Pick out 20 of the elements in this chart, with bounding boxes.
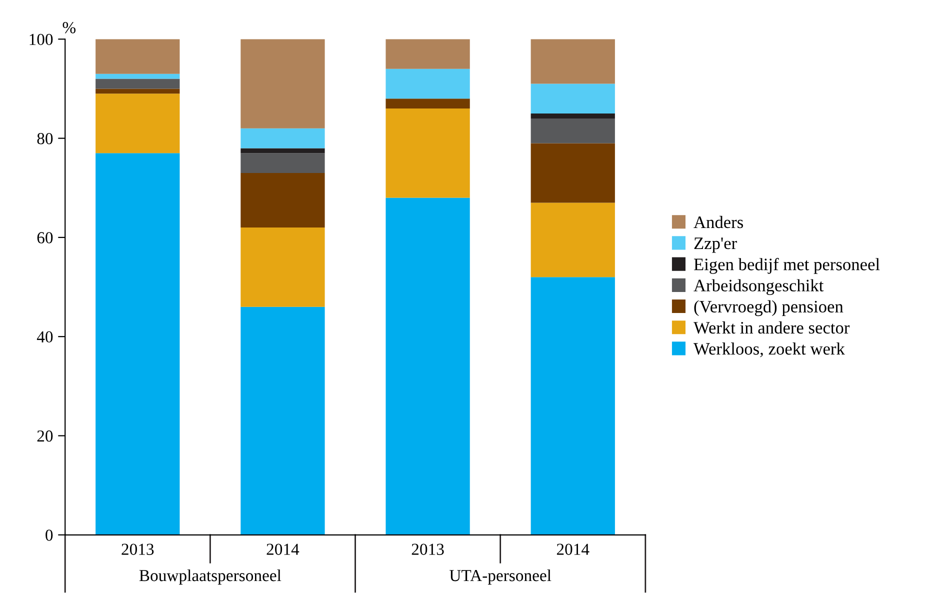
y-tick-label: 40	[36, 331, 53, 343]
legend-label: Anders	[694, 216, 743, 228]
y-tick-label: 60	[37, 232, 53, 244]
x-tick-label: 2014	[556, 544, 590, 555]
legend-label: (Vervroegd) pensioen	[694, 300, 844, 316]
legend-label: Arbeidsongeschikt	[694, 279, 824, 295]
x-tick-label: 2013	[122, 544, 154, 555]
legend-label: Eigen bedijf met personeel	[694, 258, 880, 274]
legend-label: Werkt in andere sector	[694, 321, 850, 334]
y-tick-label: 20	[37, 430, 53, 442]
y-axis-title: %	[62, 22, 76, 34]
x-tick-label: 2014	[266, 544, 300, 555]
y-tick-label: 100	[30, 34, 53, 46]
y-tick-label: 80	[37, 132, 53, 144]
legend-label: Werkloos, zoekt werk	[694, 342, 845, 358]
legend-label: Zzp'er	[694, 238, 737, 253]
x-tick-label: 2013	[412, 544, 444, 555]
y-tick-label: 0	[46, 530, 53, 541]
text: Bouwplaatspersoneel	[139, 569, 282, 585]
text: UTA-personeel	[450, 569, 552, 585]
